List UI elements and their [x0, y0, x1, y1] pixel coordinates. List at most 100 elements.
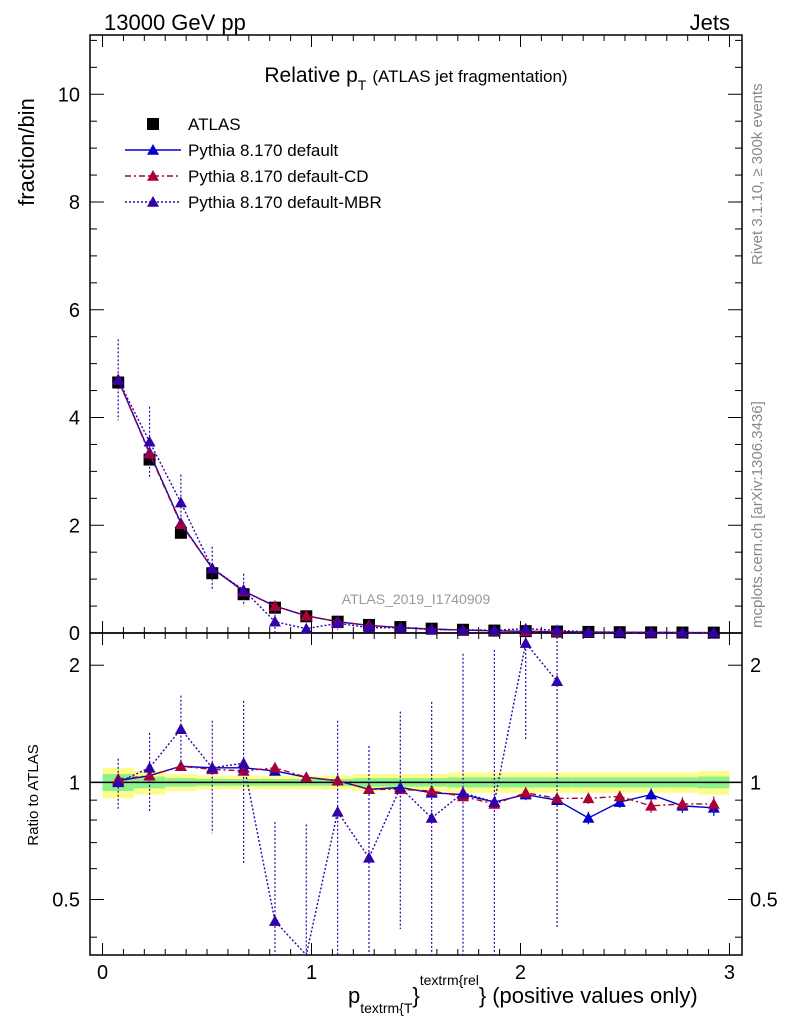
main-series-marker: [174, 496, 187, 508]
ratio-series-line: [117, 641, 558, 957]
main-series-marker: [362, 621, 375, 633]
main-series-marker: [206, 562, 219, 574]
x-label-sup: textrm{rel: [420, 972, 479, 988]
ratio-series-marker: [645, 799, 658, 811]
main-series-marker: [425, 623, 438, 635]
ratio-series-marker: [425, 811, 438, 823]
ratio-y-tick-label-right: 2: [750, 655, 761, 677]
main-series-marker: [268, 600, 281, 611]
ratio-series-marker: [676, 797, 689, 809]
ratio-series-marker: [143, 769, 156, 781]
ratio-uncertainty-bands: [90, 767, 742, 799]
main-series-marker: [488, 624, 501, 636]
x-tick-label: 2: [515, 962, 526, 984]
main-series: [112, 339, 720, 639]
main-series-marker: [707, 626, 720, 638]
x-label-brace1: }: [412, 983, 419, 1008]
mcplots-label: mcplots.cern.ch [arXiv:1306.3436]: [749, 401, 766, 628]
x-label-p: p: [348, 983, 360, 1008]
main-series-marker: [300, 622, 313, 634]
ratio-series-marker: [362, 851, 375, 863]
y-axis-label-bottom: Ratio to ATLAS: [25, 744, 42, 845]
main-series-marker: [457, 623, 470, 635]
y-tick-label: 2: [69, 515, 80, 537]
y-tick-label: 0: [69, 623, 80, 645]
x-label-brace2: }: [479, 983, 486, 1008]
analysis-label: ATLAS_2019_I1740909: [342, 591, 491, 607]
ratio-series-marker: [331, 805, 344, 817]
legend: ATLAS Pythia 8.170 default Pythia 8.170 de…: [125, 115, 382, 212]
ratio-series-marker: [457, 786, 470, 798]
ratio-series-marker: [488, 796, 501, 807]
ratio-series-marker: [362, 783, 375, 795]
main-series-marker: [519, 622, 532, 634]
legend-marker-atlas: [147, 118, 159, 130]
ratio-series-marker: [268, 761, 281, 773]
ratio-series-marker: [582, 792, 595, 804]
y-tick-label: 8: [69, 192, 80, 214]
ratio-y-tick-label: 0.5: [52, 889, 80, 911]
ratio-y-tick-label-right: 1: [750, 772, 761, 794]
x-axis-label: ptextrm{T}textrm{rel} (positive values on…: [348, 972, 698, 1016]
ratio-series-marker: [174, 723, 187, 734]
ratio-series-marker: [112, 776, 125, 788]
ratio-series-marker: [707, 797, 720, 809]
legend-label: Pythia 8.170 default-CD: [188, 167, 369, 186]
main-series-marker: [582, 625, 595, 637]
main-series-marker: [112, 373, 125, 385]
x-tick-label: 1: [306, 962, 317, 984]
x-tick-label: 3: [724, 962, 735, 984]
ratio-series-marker: [582, 811, 595, 823]
legend-label: Pythia 8.170 default-MBR: [188, 193, 382, 212]
x-tick-label: 0: [97, 962, 108, 984]
ratio-series-marker: [268, 915, 281, 926]
legend-label: ATLAS: [188, 115, 241, 134]
atlas-data-point: [174, 526, 187, 539]
main-series-marker: [237, 583, 250, 595]
rivet-label: Rivet 3.1.10, ≥ 300k events: [749, 83, 766, 265]
main-series-marker: [645, 626, 658, 638]
main-series-marker: [331, 617, 344, 629]
x-label-rest: (positive values only): [492, 983, 697, 1008]
plot-title-sub: T: [358, 77, 367, 93]
main-series-marker: [300, 609, 313, 621]
ratio-series-line: [118, 765, 714, 819]
ratio-series-marker: [300, 771, 313, 783]
legend-marker: [147, 196, 159, 207]
ratio-series: [112, 633, 720, 957]
main-series-marker: [613, 626, 626, 637]
plot-title: Relative pT (ATLAS jet fragmentation): [264, 64, 567, 93]
ratio-y-tick-label: 2: [69, 655, 80, 677]
main-series-marker: [143, 435, 156, 447]
ratio-series-marker: [613, 790, 626, 802]
ratio-series-marker: [519, 786, 532, 798]
legend-marker: [147, 170, 159, 181]
y-tick-label: 10: [58, 84, 80, 106]
header-right: Jets: [690, 10, 730, 35]
y-tick-label: 4: [69, 408, 80, 430]
ratio-series-marker: [551, 675, 564, 686]
legend-marker: [147, 144, 159, 155]
ratio-series-marker: [143, 761, 156, 773]
ratio-series-marker: [645, 788, 658, 800]
legend-label: Pythia 8.170 default: [188, 141, 339, 160]
ratio-series-marker: [237, 757, 250, 768]
ratio-axis-ticks: 0 1 2 3 0.5 0.5 1 1 2 2: [52, 633, 778, 984]
main-series-marker: [676, 626, 689, 638]
y-tick-label: 6: [69, 300, 80, 322]
ratio-series-marker: [394, 781, 407, 793]
header-left: 13000 GeV pp: [104, 10, 246, 35]
plot-title-main: Relative p: [264, 64, 357, 87]
main-series-marker: [394, 621, 407, 633]
main-axis-ticks: 0 2 4 6 8 10: [58, 35, 742, 645]
ratio-series-marker: [206, 761, 219, 773]
y-axis-label-top: fraction/bin: [14, 98, 39, 206]
plot-title-rest: (ATLAS jet fragmentation): [372, 67, 567, 86]
x-label-sub: textrm{T: [360, 1000, 413, 1016]
ratio-series-line: [118, 765, 714, 807]
ratio-y-tick-label: 1: [69, 772, 80, 794]
main-series-marker: [551, 624, 564, 636]
ratio-plot-frame: [89, 632, 743, 956]
main-series-marker: [268, 615, 281, 627]
